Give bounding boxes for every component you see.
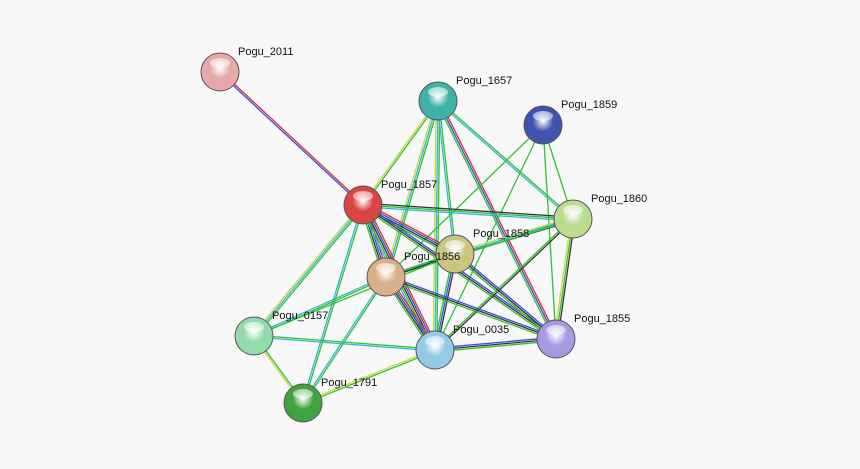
node-label: Pogu_1858 bbox=[473, 228, 529, 240]
edge-line bbox=[553, 218, 572, 339]
edge-line bbox=[385, 276, 557, 340]
node-label: Pogu_0157 bbox=[272, 310, 328, 322]
node-label: Pogu_1855 bbox=[574, 313, 630, 325]
node-highlight bbox=[353, 191, 373, 201]
edge-line bbox=[363, 101, 440, 206]
node-label: Pogu_1856 bbox=[404, 251, 460, 263]
edge-line bbox=[361, 100, 438, 205]
nodes: Pogu_2011 Pogu_1657 Pogu_1859 Pogu_1857 Pogu… bbox=[200, 46, 647, 423]
edge-line bbox=[385, 124, 544, 278]
edge-line bbox=[435, 340, 557, 353]
edge-line bbox=[455, 252, 558, 339]
edge-line bbox=[361, 205, 556, 342]
node-highlight bbox=[563, 205, 583, 215]
edge-line bbox=[542, 124, 557, 340]
edge-line bbox=[363, 202, 574, 218]
edge-line bbox=[453, 254, 556, 341]
node-label: Pogu_1860 bbox=[591, 193, 647, 205]
node-highlight bbox=[425, 336, 445, 346]
edge-line bbox=[434, 338, 557, 351]
node-label: Pogu_1657 bbox=[456, 75, 512, 87]
edge-line bbox=[253, 336, 435, 352]
node-highlight bbox=[244, 322, 264, 332]
node-highlight bbox=[210, 58, 230, 68]
edge-line bbox=[254, 277, 387, 338]
node-highlight bbox=[293, 389, 313, 399]
edge-line bbox=[438, 99, 575, 219]
edge-line bbox=[362, 204, 574, 220]
edge-line bbox=[434, 336, 556, 349]
edge-line bbox=[385, 278, 556, 342]
edge-line bbox=[386, 274, 557, 338]
node-highlight bbox=[546, 325, 566, 335]
edge-line bbox=[362, 206, 573, 222]
node-highlight bbox=[533, 111, 553, 121]
node-label: Pogu_2011 bbox=[238, 46, 293, 58]
node-highlight bbox=[445, 240, 465, 250]
edge-line bbox=[302, 348, 435, 403]
node-label: Pogu_1857 bbox=[381, 179, 437, 191]
node-label: Pogu_1791 bbox=[321, 377, 377, 389]
edge-line bbox=[387, 101, 441, 278]
edge-line bbox=[301, 276, 386, 403]
edge-line bbox=[254, 205, 365, 338]
edge-line bbox=[434, 124, 544, 351]
edge-line bbox=[434, 100, 439, 351]
edge-line bbox=[254, 334, 436, 350]
edge-line bbox=[557, 219, 576, 340]
edge-line bbox=[385, 217, 573, 277]
edge-line bbox=[303, 277, 388, 404]
edge-line bbox=[432, 100, 437, 350]
edge-line bbox=[385, 100, 439, 278]
edge-line bbox=[555, 218, 574, 340]
edge-line bbox=[454, 253, 557, 340]
edges bbox=[218, 70, 576, 405]
edge-line bbox=[435, 101, 555, 341]
edge-line bbox=[220, 70, 365, 205]
edge-line bbox=[454, 216, 573, 253]
node-highlight bbox=[428, 87, 448, 97]
edge-line bbox=[386, 219, 574, 279]
node-highlight bbox=[376, 263, 396, 273]
node-label: Pogu_1859 bbox=[561, 99, 617, 111]
edge-line bbox=[436, 101, 573, 221]
node-label: Pogu_0035 bbox=[453, 324, 509, 336]
edge-line bbox=[439, 99, 559, 339]
edge-line bbox=[253, 204, 364, 337]
edge-line bbox=[303, 205, 365, 404]
edge-line bbox=[253, 275, 386, 336]
edge-line bbox=[438, 100, 457, 254]
edge-line bbox=[435, 219, 575, 352]
edge-line bbox=[303, 350, 436, 405]
edge-line bbox=[436, 101, 455, 255]
edge-line bbox=[252, 203, 363, 336]
edge-line bbox=[433, 217, 573, 350]
edge-line bbox=[383, 100, 437, 277]
edge-line bbox=[218, 72, 363, 207]
